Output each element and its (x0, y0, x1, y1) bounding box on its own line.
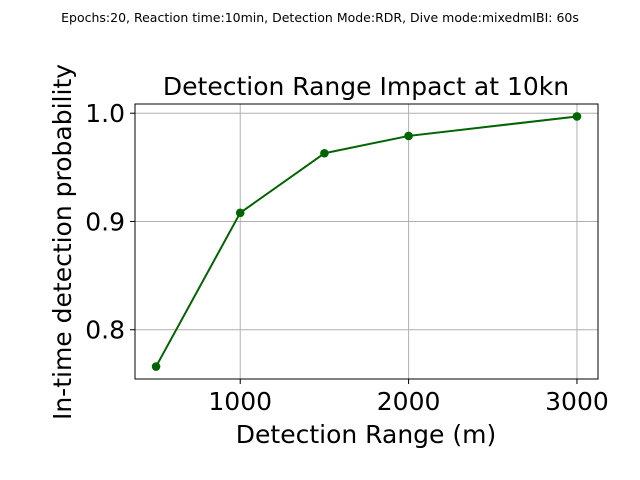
chart-title: Detection Range Impact at 10kn (163, 72, 569, 101)
y-tick-label: 0.8 (85, 316, 125, 345)
x-axis: 1000 2000 3000 (208, 379, 609, 416)
y-tick-label: 1.0 (85, 99, 125, 128)
series-layer (151, 112, 582, 371)
figure-suptitle: Epochs:20, Reaction time:10min, Detectio… (61, 10, 579, 25)
x-tick-label: 1000 (208, 387, 272, 416)
data-point (320, 148, 329, 158)
data-point (235, 208, 245, 218)
data-point (572, 112, 582, 121)
plot-frame (134, 103, 599, 380)
data-point (151, 362, 161, 371)
y-axis-label: In-time detection probability (48, 64, 77, 420)
x-tick-label: 3000 (545, 387, 609, 416)
y-axis: 0.8 0.9 1.0 (85, 99, 135, 345)
y-tick-label: 0.9 (85, 207, 125, 236)
plot-background (135, 104, 598, 379)
plot-area (134, 103, 599, 380)
data-point (404, 131, 413, 141)
x-tick-label: 2000 (377, 387, 441, 416)
grid (135, 104, 598, 379)
x-axis-label: Detection Range (m) (236, 420, 496, 449)
